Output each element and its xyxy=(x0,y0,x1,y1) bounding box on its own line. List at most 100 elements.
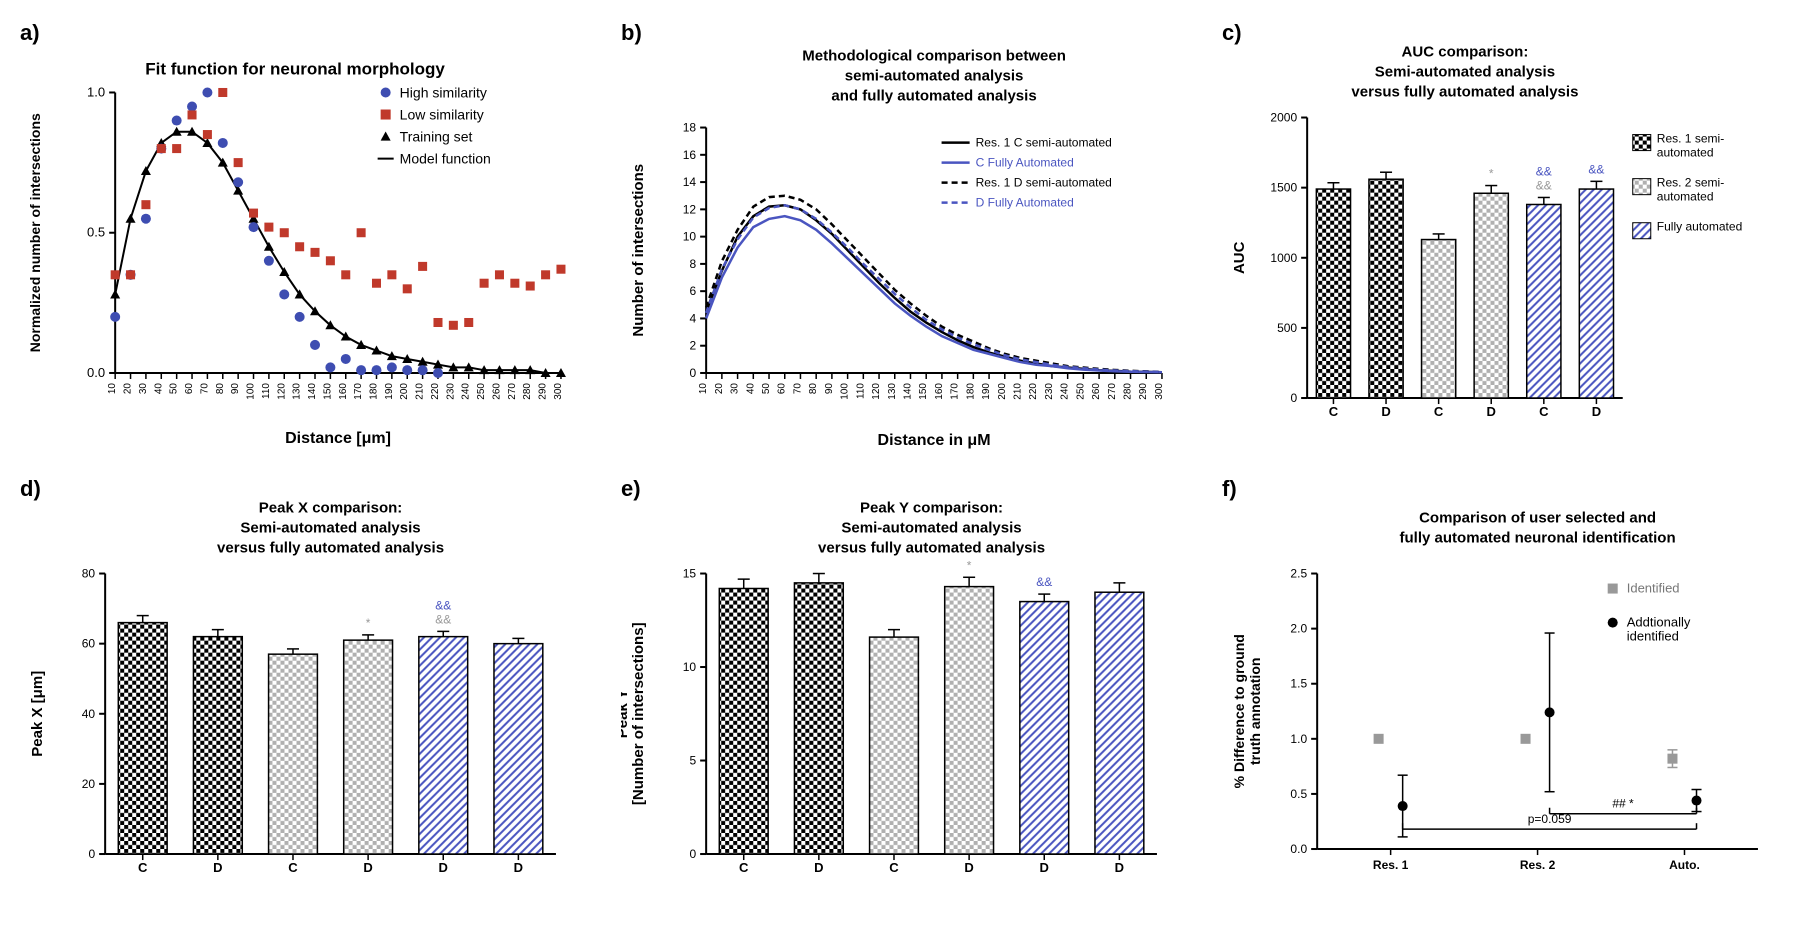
svg-text:1.5: 1.5 xyxy=(1290,676,1307,690)
svg-text:Comparison of user selected an: Comparison of user selected and xyxy=(1419,509,1656,526)
svg-text:*: * xyxy=(1489,167,1494,181)
svg-text:C: C xyxy=(889,860,899,875)
svg-text:identified: identified xyxy=(1627,628,1679,643)
svg-text:versus fully automated analysi: versus fully automated analysis xyxy=(217,539,444,556)
svg-text:30: 30 xyxy=(138,383,149,395)
svg-text:16: 16 xyxy=(683,148,697,162)
svg-text:140: 140 xyxy=(307,383,318,400)
svg-text:Res. 2: Res. 2 xyxy=(1520,858,1556,872)
svg-text:Res. 2 semi-: Res. 2 semi- xyxy=(1657,176,1724,190)
svg-text:AUC: AUC xyxy=(1231,241,1248,274)
svg-text:D: D xyxy=(1040,860,1049,875)
panel-b: b) Methodological comparison betweensemi… xyxy=(621,20,1182,456)
svg-text:Semi-automated analysis: Semi-automated analysis xyxy=(240,519,420,536)
svg-text:220: 220 xyxy=(1028,383,1039,400)
svg-text:Semi-automated analysis: Semi-automated analysis xyxy=(841,519,1021,536)
svg-text:20: 20 xyxy=(123,383,134,395)
svg-text:190: 190 xyxy=(384,383,395,400)
svg-text:500: 500 xyxy=(1277,321,1297,335)
svg-text:180: 180 xyxy=(965,383,976,400)
svg-text:100: 100 xyxy=(840,383,851,400)
svg-text:8: 8 xyxy=(689,257,696,271)
svg-text:0: 0 xyxy=(689,847,696,861)
svg-text:130: 130 xyxy=(292,383,303,400)
svg-text:Res. 1 D semi-automated: Res. 1 D semi-automated xyxy=(976,176,1112,190)
svg-text:30: 30 xyxy=(730,383,741,395)
svg-text:210: 210 xyxy=(1013,383,1024,400)
svg-text:210: 210 xyxy=(415,383,426,400)
svg-text:80: 80 xyxy=(215,383,226,395)
svg-text:1000: 1000 xyxy=(1270,251,1297,265)
svg-text:D: D xyxy=(514,860,523,875)
svg-text:10: 10 xyxy=(107,383,118,395)
svg-text:% Difference to ground: % Difference to ground xyxy=(1231,634,1247,788)
svg-text:Distance [μm]: Distance [μm] xyxy=(285,429,391,447)
svg-text:&&: && xyxy=(1536,164,1552,178)
svg-text:automated: automated xyxy=(1657,146,1714,160)
svg-text:1500: 1500 xyxy=(1270,181,1297,195)
svg-text:0.0: 0.0 xyxy=(1290,842,1307,856)
figure-grid: a) Fit function for neuronal morphology0… xyxy=(20,20,1783,911)
svg-text:20: 20 xyxy=(714,383,725,395)
svg-text:40: 40 xyxy=(153,383,164,395)
svg-text:C: C xyxy=(138,860,148,875)
svg-text:C: C xyxy=(1434,404,1444,419)
svg-text:230: 230 xyxy=(445,383,456,400)
svg-text:0.5: 0.5 xyxy=(87,225,105,240)
svg-text:Model function: Model function xyxy=(400,151,491,167)
svg-text:150: 150 xyxy=(322,383,333,400)
svg-text:260: 260 xyxy=(491,383,502,400)
svg-text:10: 10 xyxy=(683,660,697,674)
svg-text:Distance in μM: Distance in μM xyxy=(878,431,991,449)
svg-text:70: 70 xyxy=(199,383,210,395)
svg-text:230: 230 xyxy=(1044,383,1055,400)
svg-text:20: 20 xyxy=(82,776,96,790)
svg-text:180: 180 xyxy=(368,383,379,400)
svg-text:&&: && xyxy=(435,598,451,612)
svg-text:D: D xyxy=(439,860,448,875)
svg-text:240: 240 xyxy=(1060,383,1071,400)
svg-text:Peak X comparison:: Peak X comparison: xyxy=(259,499,403,516)
svg-text:Identified: Identified xyxy=(1627,580,1680,595)
svg-text:versus fully automated analysi: versus fully automated analysis xyxy=(1351,83,1578,100)
panel-c-chart: AUC comparison: Semi-automated analysis ve… xyxy=(1222,30,1783,456)
svg-text:15: 15 xyxy=(683,566,697,580)
svg-text:200: 200 xyxy=(997,383,1008,400)
svg-text:Fit function for neuronal morp: Fit function for neuronal morphology xyxy=(145,59,445,78)
svg-text:190: 190 xyxy=(981,383,992,400)
svg-text:D: D xyxy=(814,860,823,875)
svg-text:AUC comparison:: AUC comparison: xyxy=(1402,43,1529,60)
svg-text:Semi-automated analysis: Semi-automated analysis xyxy=(1375,63,1555,80)
svg-text:D: D xyxy=(213,860,222,875)
svg-text:C: C xyxy=(288,860,298,875)
svg-text:250: 250 xyxy=(1075,383,1086,400)
svg-text:1.0: 1.0 xyxy=(1290,731,1307,745)
svg-text:260: 260 xyxy=(1091,383,1102,400)
panel-a-chart: Fit function for neuronal morphology0.00… xyxy=(20,30,581,456)
svg-text:fully automated neuronal ident: fully automated neuronal identification xyxy=(1399,529,1675,546)
svg-text:C Fully Automated: C Fully Automated xyxy=(976,156,1074,170)
svg-text:Methodological comparison betw: Methodological comparison between xyxy=(802,47,1066,64)
svg-text:290: 290 xyxy=(1138,383,1149,400)
svg-text:90: 90 xyxy=(230,383,241,395)
svg-text:&&: && xyxy=(435,612,451,626)
panel-b-chart: Methodological comparison betweensemi-au… xyxy=(621,30,1182,456)
svg-text:C: C xyxy=(1329,404,1339,419)
panel-c: c) AUC comparison:Semi-automated analysi… xyxy=(1222,20,1783,456)
svg-text:120: 120 xyxy=(871,383,882,400)
svg-text:60: 60 xyxy=(82,636,96,650)
svg-text:and fully automated analysis: and fully automated analysis xyxy=(831,87,1036,104)
svg-text:120: 120 xyxy=(276,383,287,400)
svg-text:10: 10 xyxy=(698,383,709,395)
svg-text:C: C xyxy=(1539,404,1549,419)
svg-text:130: 130 xyxy=(887,383,898,400)
svg-text:Peak X [μm]: Peak X [μm] xyxy=(29,670,46,756)
panel-f: f) Comparison of user selected andfully … xyxy=(1222,476,1783,912)
svg-text:270: 270 xyxy=(1107,383,1118,400)
svg-text:*: * xyxy=(366,615,371,629)
svg-text:Auto.: Auto. xyxy=(1669,858,1700,872)
svg-text:Fully automated: Fully automated xyxy=(1657,220,1743,234)
svg-text:Peak Y comparison:: Peak Y comparison: xyxy=(860,499,1003,516)
svg-text:80: 80 xyxy=(808,383,819,395)
panel-a: a) Fit function for neuronal morphology0… xyxy=(20,20,581,456)
